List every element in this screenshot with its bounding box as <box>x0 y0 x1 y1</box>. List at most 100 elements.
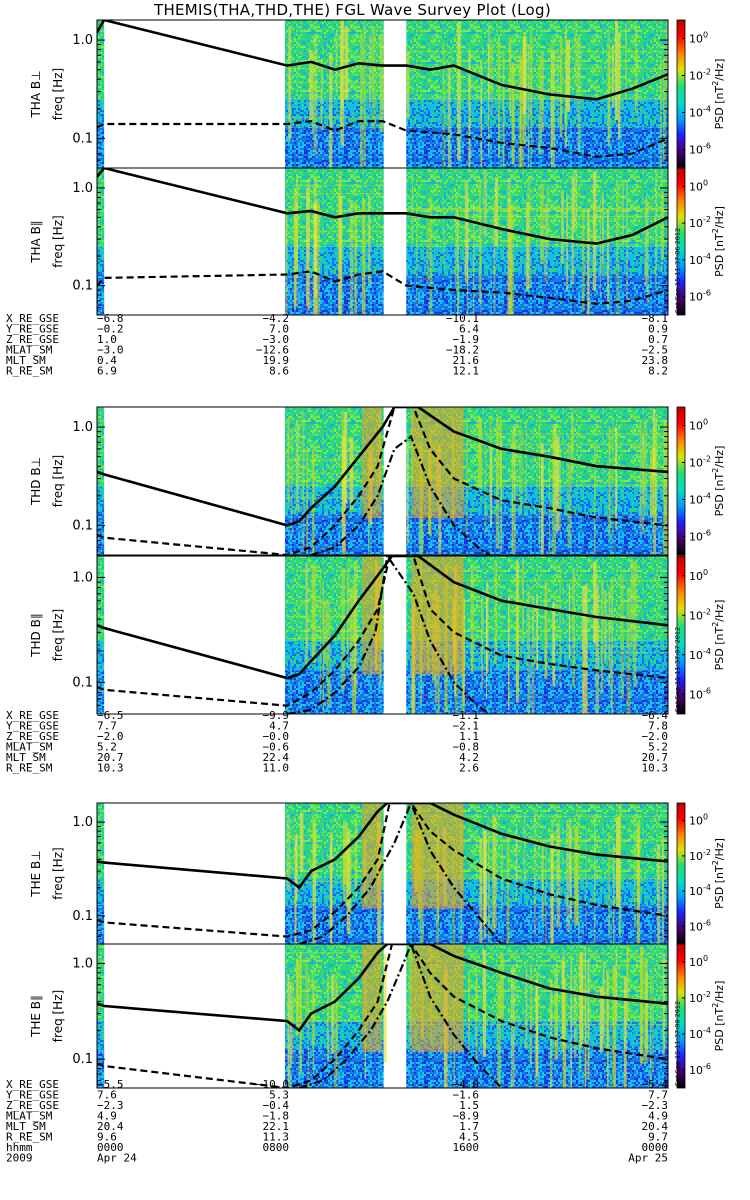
spectral-harmonic <box>284 602 384 604</box>
spectral-stripe <box>552 601 555 687</box>
spectral-stripe <box>323 600 327 664</box>
spectral-stripe <box>309 50 313 121</box>
frequency-line-solid <box>97 803 668 890</box>
spectral-harmonic <box>406 839 668 841</box>
spectral-stripe <box>564 25 567 148</box>
spectral-stripe <box>524 968 528 1050</box>
ephemeris-value: −1.9 <box>453 333 480 346</box>
spectral-stripe <box>326 600 331 707</box>
spectral-harmonic <box>284 497 384 499</box>
spectral-stripe <box>525 202 530 291</box>
ephemeris-value: −4.0 <box>453 1078 480 1091</box>
colorbar-label: PSD [nT2/Hz] <box>711 206 726 277</box>
spectral-harmonic <box>406 953 668 955</box>
spectral-stripe <box>559 36 563 138</box>
panel-frame <box>96 555 669 715</box>
spectral-stripe <box>478 417 482 488</box>
ephemeris-value: 7.8 <box>648 720 668 733</box>
spectral-stripe <box>529 28 532 119</box>
spectral-stripe <box>346 831 351 934</box>
spectral-stripe <box>305 188 310 306</box>
spectral-stripe <box>662 191 664 258</box>
spectrogram-block <box>97 20 105 100</box>
spectral-stripe <box>666 425 668 555</box>
spectrogram-block <box>97 556 105 641</box>
spectral-stripe <box>510 206 514 315</box>
spectral-stripe <box>599 986 604 1052</box>
ephemeris-value: 6.9 <box>97 365 117 378</box>
spectral-harmonic <box>284 116 384 118</box>
spectral-stripe <box>494 177 499 247</box>
spectral-stripe <box>584 947 587 1088</box>
spectrogram-block <box>97 944 105 1022</box>
ephemeris-label: X_RE_GSE <box>6 312 59 325</box>
spectral-stripe <box>479 837 483 944</box>
spectral-stripe <box>371 26 376 130</box>
spectral-stripe <box>550 834 554 944</box>
frequency-axis-label: freq [Hz] <box>51 609 65 661</box>
ephemeris-value: −6.4 <box>642 709 669 722</box>
spectral-stripe <box>652 447 657 555</box>
colorbar-tick-label: 100 <box>689 178 708 193</box>
ephemeris-value: −5.5 <box>97 1078 124 1091</box>
spectrogram-block <box>97 878 105 906</box>
spectral-stripe <box>578 807 580 942</box>
spectral-stripe <box>311 970 313 1046</box>
spectral-stripe <box>515 825 517 901</box>
spectral-stripe <box>493 816 497 929</box>
time-tick-label: 0000 <box>642 1141 669 1154</box>
spectral-harmonic <box>284 184 384 186</box>
spectral-stripe <box>615 427 618 530</box>
ephemeris-value: 4.9 <box>97 1110 117 1123</box>
spectral-stripe <box>408 950 413 1046</box>
spectral-stripe <box>475 968 478 1067</box>
spectrogram-block <box>406 670 668 714</box>
ephemeris-value: −1.1 <box>453 709 480 722</box>
spectral-stripe <box>287 418 290 505</box>
ephemeris-value: −2.3 <box>642 1099 669 1112</box>
spectral-stripe <box>633 562 637 687</box>
y-tick-label: 0.1 <box>72 675 93 690</box>
spectral-stripe <box>574 826 578 926</box>
ephemeris-value: −3.0 <box>97 344 124 357</box>
colorbar-tick-label: 10-2 <box>689 455 711 470</box>
spectral-hotspot <box>361 556 382 675</box>
spectral-stripe <box>326 978 330 1062</box>
colorbar <box>676 802 686 945</box>
spectral-stripe <box>520 55 524 168</box>
spectral-stripe <box>587 209 590 315</box>
ephemeris-table: X_RE_GSE −5.5 −10.0 −4.0 −5.4Y_RE_GSE 7.6 5.3−… <box>6 1078 668 1144</box>
spectral-stripe <box>349 437 354 510</box>
y-tick-label: 1.0 <box>72 957 93 972</box>
spectral-stripe <box>299 951 302 1076</box>
spectral-stripe <box>335 31 338 93</box>
spectral-stripe <box>498 38 500 158</box>
spectral-stripe <box>426 207 429 282</box>
spectral-stripe <box>655 168 657 291</box>
colorbar-label: PSD [nT2/Hz] <box>711 446 726 517</box>
spectral-stripe <box>295 421 300 514</box>
spectral-stripe <box>556 436 560 532</box>
spectral-stripe <box>521 559 525 645</box>
spectral-stripe <box>540 183 544 265</box>
spectral-stripe <box>538 55 542 156</box>
spectral-stripe <box>593 561 597 644</box>
panel-frame <box>96 406 669 556</box>
time-axis-footer: hhmm 0000 0800 1600 0000 2009 Apr 24 Apr 25 <box>6 1141 668 1165</box>
panel-component-label: THD B∥ <box>29 613 43 658</box>
spectral-stripe <box>611 576 614 714</box>
spectral-stripe <box>571 412 574 473</box>
spectrogram-block <box>406 168 668 247</box>
spectral-stripe <box>562 977 567 1088</box>
colorbar-tick-label: 10-6 <box>689 289 711 304</box>
spectral-stripe <box>612 843 615 944</box>
spectral-hotspot <box>411 803 464 909</box>
spectral-stripe <box>306 446 309 553</box>
spectral-stripe <box>344 26 349 100</box>
y-tick-label: 0.1 <box>72 279 93 294</box>
spectral-stripe <box>619 803 622 936</box>
frequency-line-dashed <box>97 407 668 555</box>
spectral-stripe <box>340 20 345 146</box>
spectral-stripe <box>299 812 304 872</box>
